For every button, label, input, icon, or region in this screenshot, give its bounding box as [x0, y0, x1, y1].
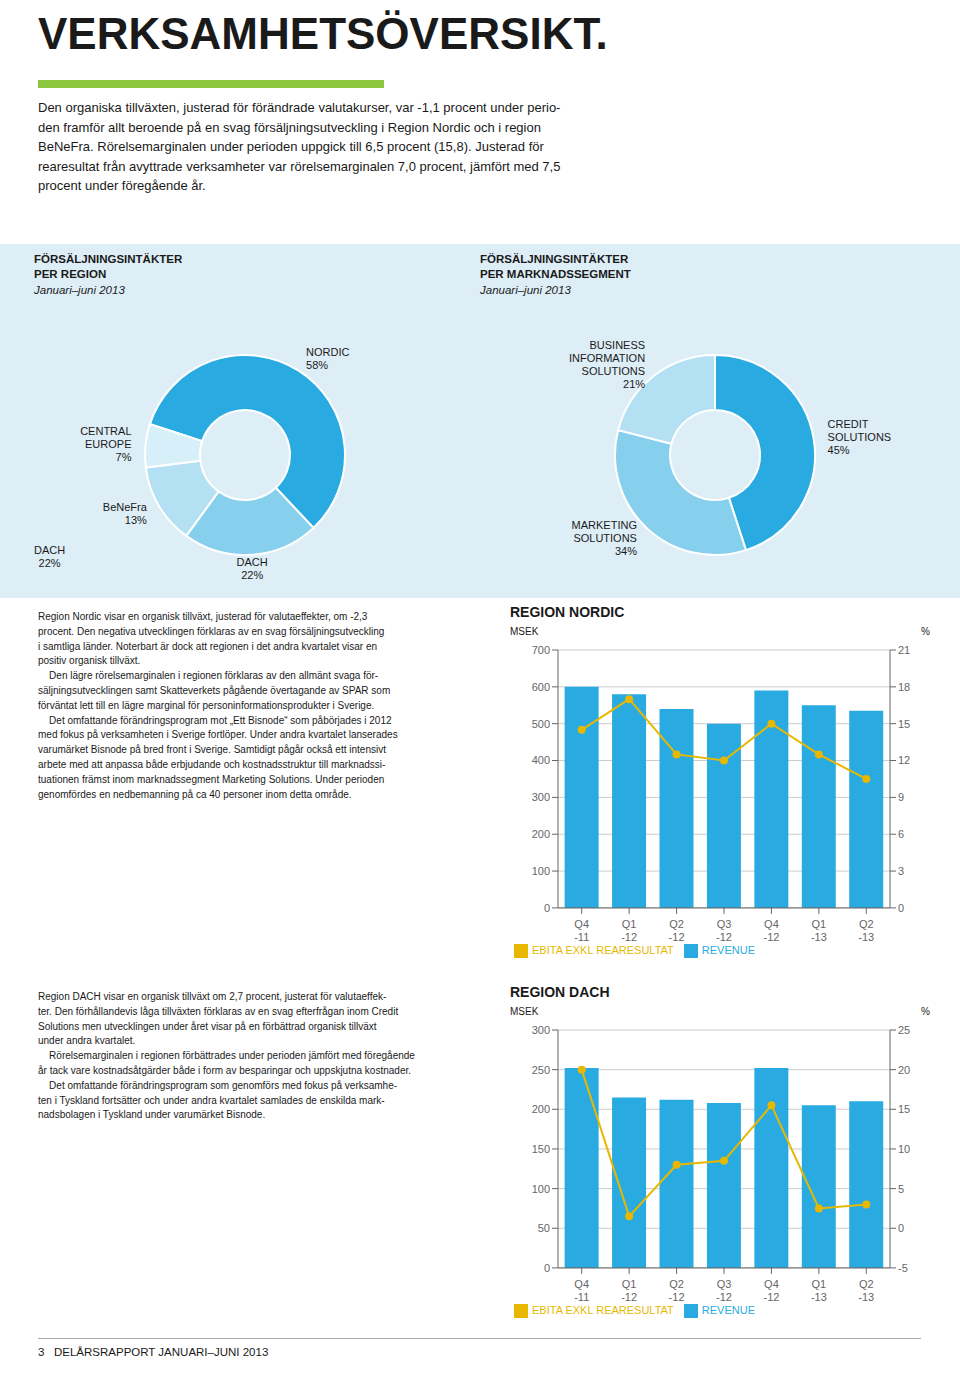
svg-text:Q2-13: Q2-13: [858, 918, 874, 943]
svg-text:Q1-13: Q1-13: [811, 1278, 827, 1303]
html-text:EBITA EXKL REARESULTAT: EBITA EXKL REARESULTAT: [532, 943, 674, 956]
html-text:3 DELÅRSRAPPORT JANUARI–JUNI 2: 3 DELÅRSRAPPORT JANUARI–JUNI 2013: [38, 1346, 269, 1358]
svg-text:Q4-11: Q4-11: [574, 1278, 589, 1303]
html-text:REGION NORDIC: REGION NORDIC: [510, 604, 625, 620]
html-text:FÖRSÄLJNINGSINTÄKTER PER REGIO: FÖRSÄLJNINGSINTÄKTER PER REGION: [34, 253, 183, 280]
html-text:REVENUE: REVENUE: [701, 943, 755, 956]
html-text:MSEK: MSEK: [510, 1006, 539, 1017]
svg-text:400: 400: [532, 754, 550, 766]
svg-text:BeNeFra13%: BeNeFra13%: [103, 501, 148, 526]
svg-text:Q4-12: Q4-12: [763, 1278, 779, 1303]
svg-text:20: 20: [898, 1064, 910, 1076]
svg-text:Q3-12: Q3-12: [716, 1278, 732, 1303]
svg-text:CREDITSOLUTIONS45%: CREDITSOLUTIONS45%: [828, 418, 892, 456]
svg-text:15: 15: [898, 1103, 910, 1115]
svg-text:500: 500: [532, 718, 550, 730]
svg-text:50: 50: [538, 1222, 550, 1234]
html-text:Januari–juni 2013: Januari–juni 2013: [480, 284, 571, 296]
svg-text:250: 250: [532, 1064, 550, 1076]
html-text:FÖRSÄLJNINGSINTÄKTER PER MARKN: FÖRSÄLJNINGSINTÄKTER PER MARKNADSSEGMENT: [480, 253, 631, 280]
svg-text:600: 600: [532, 681, 550, 693]
svg-text:0: 0: [898, 902, 904, 914]
svg-text:18: 18: [898, 681, 910, 693]
svg-text:Q4-11: Q4-11: [574, 918, 589, 943]
svg-text:0: 0: [544, 1262, 550, 1274]
html-text:VERKSAMHETSÖVERSIKT.: VERKSAMHETSÖVERSIKT.: [38, 9, 608, 58]
svg-text:BUSINESSINFORMATIONSOLUTIONS21: BUSINESSINFORMATIONSOLUTIONS21%: [569, 339, 645, 390]
svg-text:MARKETINGSOLUTIONS34%: MARKETINGSOLUTIONS34%: [572, 519, 638, 557]
svg-text:-5: -5: [898, 1262, 908, 1274]
svg-text:Q1-12: Q1-12: [621, 1278, 637, 1303]
svg-text:21: 21: [898, 644, 910, 656]
svg-text:0: 0: [898, 1222, 904, 1234]
html-text:Region DACH visar en organisk: Region DACH visar en organisk tillväxt o…: [38, 991, 415, 1121]
svg-text:15: 15: [898, 718, 910, 730]
svg-text:700: 700: [532, 644, 550, 656]
html-text:MSEK: MSEK: [510, 626, 539, 637]
svg-text:150: 150: [532, 1143, 550, 1155]
svg-text:9: 9: [898, 791, 904, 803]
svg-text:200: 200: [532, 1103, 550, 1115]
svg-text:5: 5: [898, 1183, 904, 1195]
html-text:Region Nordic visar en organis: Region Nordic visar en organisk tillväxt…: [38, 611, 398, 800]
html-text:REGION DACH: REGION DACH: [510, 984, 610, 1000]
svg-text:Q2-12: Q2-12: [669, 1278, 685, 1303]
html-text:Januari–juni 2013: Januari–juni 2013: [34, 284, 125, 296]
svg-text:Q3-12: Q3-12: [716, 918, 732, 943]
svg-text:3: 3: [898, 865, 904, 877]
svg-text:25: 25: [898, 1024, 910, 1036]
svg-text:CENTRALEUROPE7%: CENTRALEUROPE7%: [80, 425, 132, 463]
svg-text:Q1-13: Q1-13: [811, 918, 827, 943]
svg-text:100: 100: [532, 1183, 550, 1195]
html-text:Den organiska tillväxten, just: Den organiska tillväxten, justerad för f…: [38, 100, 561, 193]
svg-text:100: 100: [532, 865, 550, 877]
svg-text:6: 6: [898, 828, 904, 840]
svg-text:12: 12: [898, 754, 910, 766]
svg-text:Q1-12: Q1-12: [621, 918, 637, 943]
svg-text:10: 10: [898, 1143, 910, 1155]
html-text:REVENUE: REVENUE: [701, 1303, 755, 1316]
svg-text:Q4-12: Q4-12: [763, 918, 779, 943]
svg-text:Q2-13: Q2-13: [858, 1278, 874, 1303]
html-text:DACH 22%: DACH 22%: [34, 544, 66, 569]
svg-text:Q2-12: Q2-12: [669, 918, 685, 943]
html-text:EBITA EXKL REARESULTAT: EBITA EXKL REARESULTAT: [532, 1303, 674, 1316]
svg-text:300: 300: [532, 791, 550, 803]
svg-text:300: 300: [532, 1024, 550, 1036]
svg-text:200: 200: [532, 828, 550, 840]
svg-text:NORDIC58%: NORDIC58%: [306, 346, 349, 371]
svg-text:DACH22%: DACH22%: [237, 556, 268, 581]
svg-text:0: 0: [544, 902, 550, 914]
